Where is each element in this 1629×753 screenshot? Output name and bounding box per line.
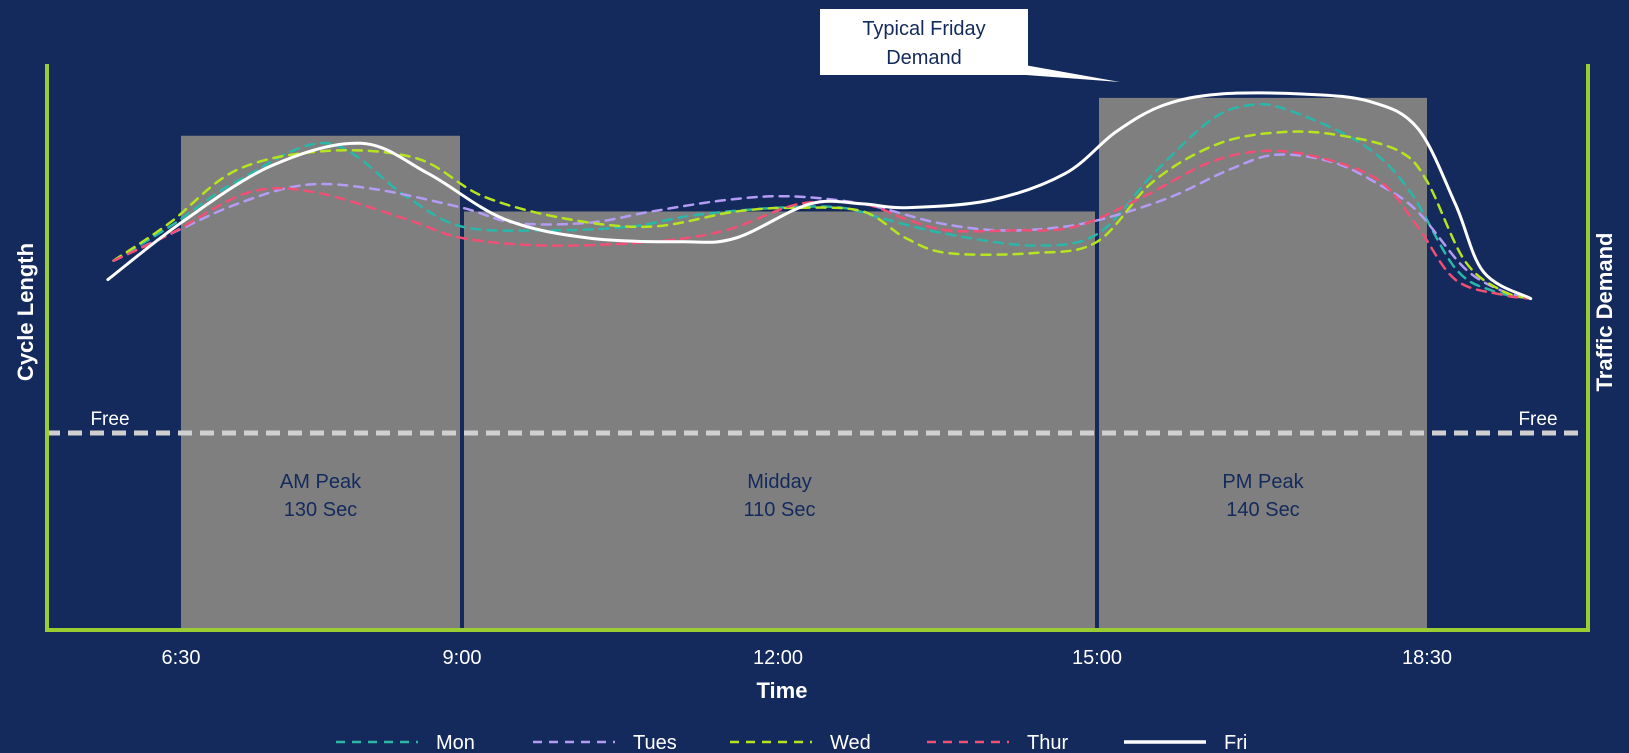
timing-plans: AM Peak 130 Sec Midday 110 Sec PM Peak 140 Se… [181,97,1427,628]
axis-titles: Time Cycle Length Traffic Demand [13,233,1617,703]
axes [45,64,1590,632]
plan-block-am-peak [181,135,460,628]
plan-name-label: PM Peak [1222,471,1304,493]
series-line-mon [112,102,1532,300]
x-tick-label: 12:00 [753,647,803,669]
series-lines [106,91,1533,301]
plan-cycle-label: 110 Sec [744,499,816,521]
x-tick-label: 9:00 [443,647,482,669]
legend-label-fri: Fri [1224,732,1247,753]
free-label-right: Free [1518,409,1557,430]
y-axis-left-title: Cycle Length [13,243,38,381]
series-line-tues [112,153,1532,300]
legend-label-thur: Thur [1027,732,1068,753]
plan-cycle-label: 140 Sec [1226,499,1299,521]
free-label-left: Free [90,409,129,430]
callout: Typical Friday Demand [820,9,1120,82]
plan-cycle-label: 130 Sec [284,499,357,521]
x-axis-title: Time [757,678,808,703]
x-tick-label: 6:30 [162,647,201,669]
x-tick-label: 15:00 [1072,647,1122,669]
legend-label-wed: Wed [830,732,871,753]
callout-box [820,9,1028,75]
series-line-fri [106,91,1533,301]
plan-name-label: AM Peak [280,471,362,493]
plan-block-pm-peak [1099,97,1427,628]
plan-name-label: Midday [747,471,811,493]
legend: Mon Tues Wed Thur Fri [336,732,1247,753]
callout-line-1: Typical Friday [862,18,985,40]
callout-line-2: Demand [886,47,962,69]
x-tick-label: 18:30 [1402,647,1452,669]
series-line-thur [112,149,1532,300]
y-axis-right-title: Traffic Demand [1592,233,1617,392]
free-flow-line: Free Free [46,409,1582,436]
legend-label-tues: Tues [633,732,677,753]
series-line-wed [112,130,1532,300]
legend-label-mon: Mon [436,732,475,753]
plan-block-midday [464,211,1095,628]
x-tick-labels: 6:30 9:00 12:00 15:00 18:30 [162,647,1453,669]
